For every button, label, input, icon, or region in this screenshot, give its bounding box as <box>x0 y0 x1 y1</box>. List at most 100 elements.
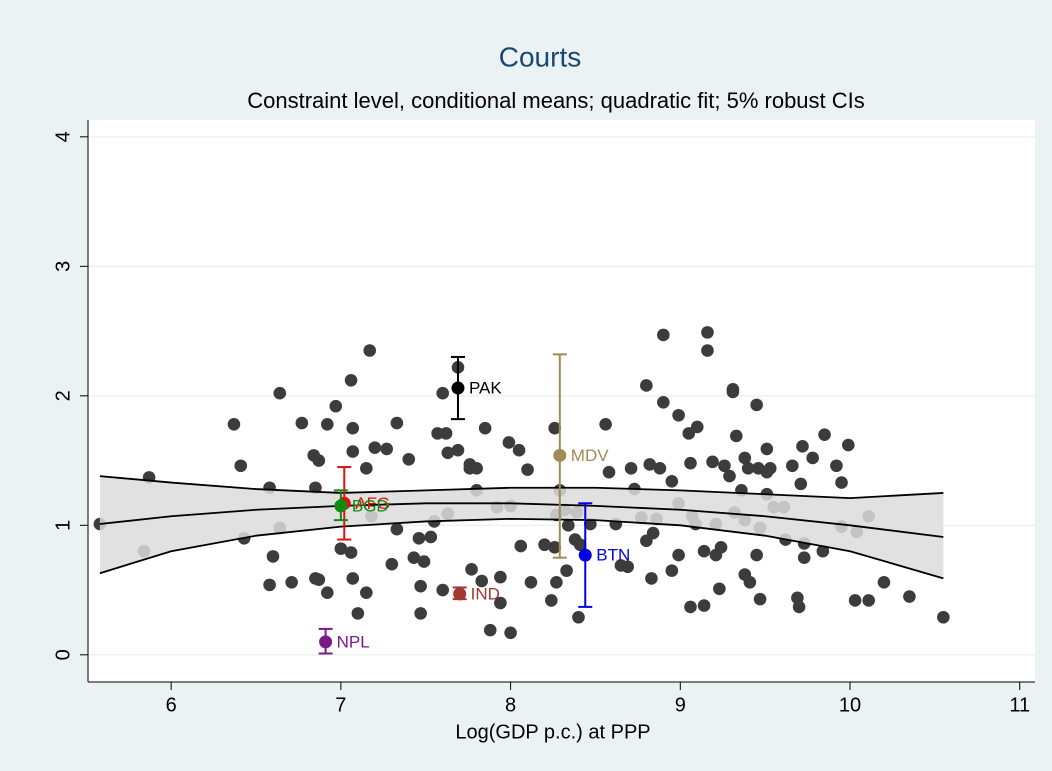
scatter-point <box>862 594 875 607</box>
scatter-point <box>646 526 660 540</box>
scatter-point <box>417 555 431 568</box>
scatter-point <box>760 442 774 456</box>
y-tick-label: 3 <box>52 261 74 272</box>
highlight-point <box>334 499 348 513</box>
highlight-point <box>453 587 467 601</box>
point-label: MDV <box>571 446 609 465</box>
scatter-point <box>494 596 507 610</box>
chart-title: Courts <box>499 41 581 72</box>
point-label: PAK <box>469 379 502 398</box>
scatter-point <box>514 539 528 553</box>
scatter-point <box>835 476 848 489</box>
scatter-point <box>483 623 497 637</box>
scatter-point <box>504 626 517 640</box>
scatter-point <box>312 573 326 587</box>
scatter-point <box>750 398 763 412</box>
scatter-point <box>706 455 719 469</box>
y-tick-label: 2 <box>52 390 74 401</box>
scatter-point <box>743 575 757 589</box>
scatter-point <box>512 443 526 457</box>
scatter-point <box>573 538 587 552</box>
scatter-point <box>545 594 558 607</box>
point-label: IND <box>471 584 500 603</box>
x-tick-label: 8 <box>505 694 516 716</box>
scatter-point <box>470 462 483 475</box>
scatter-point <box>624 462 638 475</box>
scatter-point <box>796 440 809 453</box>
scatter-point <box>560 564 573 577</box>
scatter-point <box>903 590 916 603</box>
x-tick-label: 7 <box>335 694 346 716</box>
scatter-point <box>718 459 731 473</box>
scatter-point <box>441 446 455 460</box>
scatter-point <box>320 418 334 431</box>
scatter-point <box>794 477 808 491</box>
highlight-point <box>578 548 592 562</box>
scatter-point <box>390 416 404 430</box>
scatter-point <box>816 544 830 558</box>
scatter-point <box>848 594 862 607</box>
scatter-point <box>792 600 806 614</box>
x-axis-title: Log(GDP p.c.) at PPP <box>455 721 650 743</box>
scatter-point <box>937 610 950 624</box>
scatter-point <box>561 519 575 532</box>
scatter-point <box>475 574 489 588</box>
scatter-point <box>351 607 365 620</box>
scatter-point <box>502 436 516 449</box>
scatter-point <box>572 610 585 624</box>
scatter-point <box>714 541 728 554</box>
scatter-point <box>690 420 704 434</box>
scatter-point <box>621 560 634 574</box>
scatter-point <box>360 462 373 475</box>
scatter-point <box>550 575 563 589</box>
scatter-point <box>684 456 697 470</box>
scatter-point <box>334 542 348 555</box>
scatter-point <box>390 522 404 536</box>
scatter-point <box>672 408 685 422</box>
scatter-point <box>701 344 714 357</box>
scatter-point <box>602 465 616 479</box>
scatter-point <box>548 541 562 554</box>
scatter-point <box>414 607 427 620</box>
scatter-point <box>521 463 534 476</box>
point-label: NPL <box>337 632 370 651</box>
scatter-point <box>797 551 811 564</box>
scatter-point <box>436 386 450 400</box>
scatter-point <box>665 564 679 577</box>
scatter-point <box>672 548 685 562</box>
scatter-point <box>346 572 360 585</box>
scatter-point <box>285 575 298 589</box>
x-tick-label: 9 <box>675 694 686 716</box>
scatter-point <box>830 459 843 473</box>
highlight-point <box>451 381 465 395</box>
y-tick-label: 0 <box>52 649 74 660</box>
scatter-point <box>599 418 612 431</box>
scatter-point <box>763 462 777 475</box>
x-tick-label: 11 <box>1009 694 1030 716</box>
scatter-point <box>346 445 360 458</box>
scatter-point <box>640 379 653 392</box>
scatter-point <box>818 428 831 441</box>
scatter-point <box>657 328 670 342</box>
scatter-point <box>665 474 679 488</box>
scatter-point <box>750 548 763 562</box>
point-label: AFG <box>355 494 390 513</box>
scatter-point <box>266 550 280 563</box>
scatter-point <box>329 399 343 413</box>
scatter-point <box>738 451 752 465</box>
fit-line <box>99 502 944 538</box>
scatter-point <box>407 551 421 564</box>
scatter-point <box>414 579 427 593</box>
scatter-point <box>227 418 241 431</box>
ci-line <box>99 517 944 580</box>
scatter-point <box>344 546 358 559</box>
scatter-point <box>806 451 819 465</box>
scatter-point <box>726 383 740 396</box>
scatter-point <box>320 586 334 599</box>
scatter-point <box>657 395 670 409</box>
point-label: BTN <box>596 546 630 565</box>
scatter-point <box>494 570 507 584</box>
scatter-point <box>753 592 767 606</box>
scatter-point <box>424 530 438 544</box>
